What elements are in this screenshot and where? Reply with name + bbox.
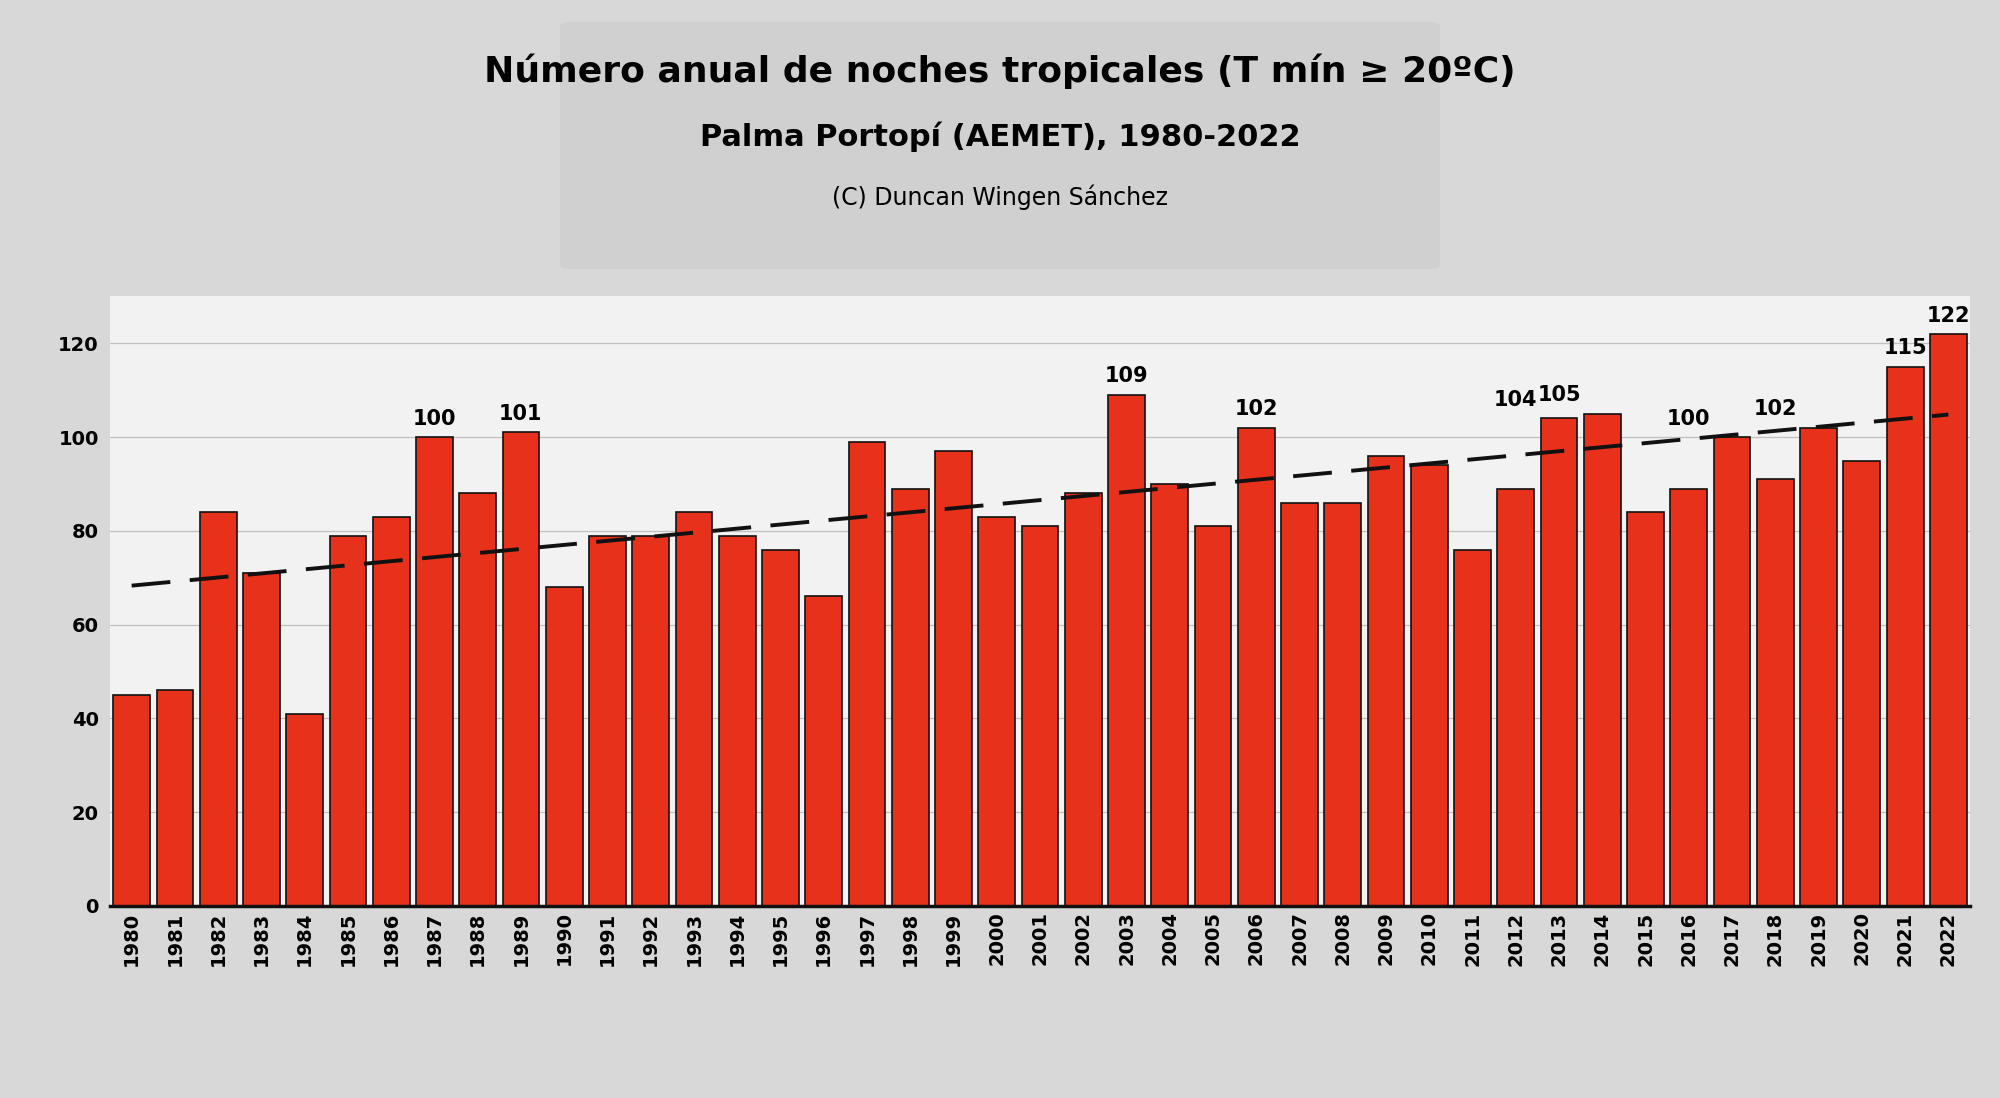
Bar [1108,395,1144,906]
Bar [1152,484,1188,906]
Text: 105: 105 [1538,385,1580,405]
Bar [1756,479,1794,906]
Bar [1498,489,1534,906]
Bar [892,489,928,906]
Bar [1410,466,1448,906]
Text: 104: 104 [1494,390,1538,410]
Bar [936,451,972,906]
Text: 101: 101 [500,404,542,424]
Bar [114,695,150,906]
Bar [1930,334,1966,906]
Bar [1064,493,1102,906]
Text: 100: 100 [1668,408,1710,428]
Text: 102: 102 [1234,400,1278,419]
Bar [978,517,1016,906]
Bar [372,517,410,906]
Bar [1454,550,1490,906]
Bar [1584,414,1620,906]
Bar [1368,456,1404,906]
Bar [676,512,712,906]
Bar [546,587,582,906]
Bar [632,536,670,906]
Bar [156,691,194,906]
Bar [762,550,798,906]
Bar [1194,526,1232,906]
Bar [1628,512,1664,906]
Text: Número anual de noches tropicales (T mín ≥ 20ºC): Número anual de noches tropicales (T mín… [484,54,1516,89]
Bar [416,437,452,906]
Bar [1238,428,1274,906]
Bar [330,536,366,906]
Bar [1282,503,1318,906]
Bar [286,714,324,906]
Bar [590,536,626,906]
Bar [1800,428,1836,906]
Text: 100: 100 [412,408,456,428]
Bar [848,441,886,906]
Bar [1540,418,1578,906]
Bar [200,512,236,906]
Bar [718,536,756,906]
Bar [460,493,496,906]
Text: (C) Duncan Wingen Sánchez: (C) Duncan Wingen Sánchez [832,184,1168,211]
Text: 122: 122 [1926,305,1970,325]
Bar [806,596,842,906]
Text: Palma Portopí (AEMET), 1980-2022: Palma Portopí (AEMET), 1980-2022 [700,122,1300,153]
Bar [1670,489,1708,906]
Bar [1886,367,1924,906]
Bar [1844,460,1880,906]
Bar [1324,503,1362,906]
Bar [1714,437,1750,906]
Bar [244,573,280,906]
Bar [1022,526,1058,906]
Text: 115: 115 [1884,338,1926,358]
Text: 102: 102 [1754,400,1798,419]
Text: 109: 109 [1104,367,1148,386]
Bar [502,433,540,906]
